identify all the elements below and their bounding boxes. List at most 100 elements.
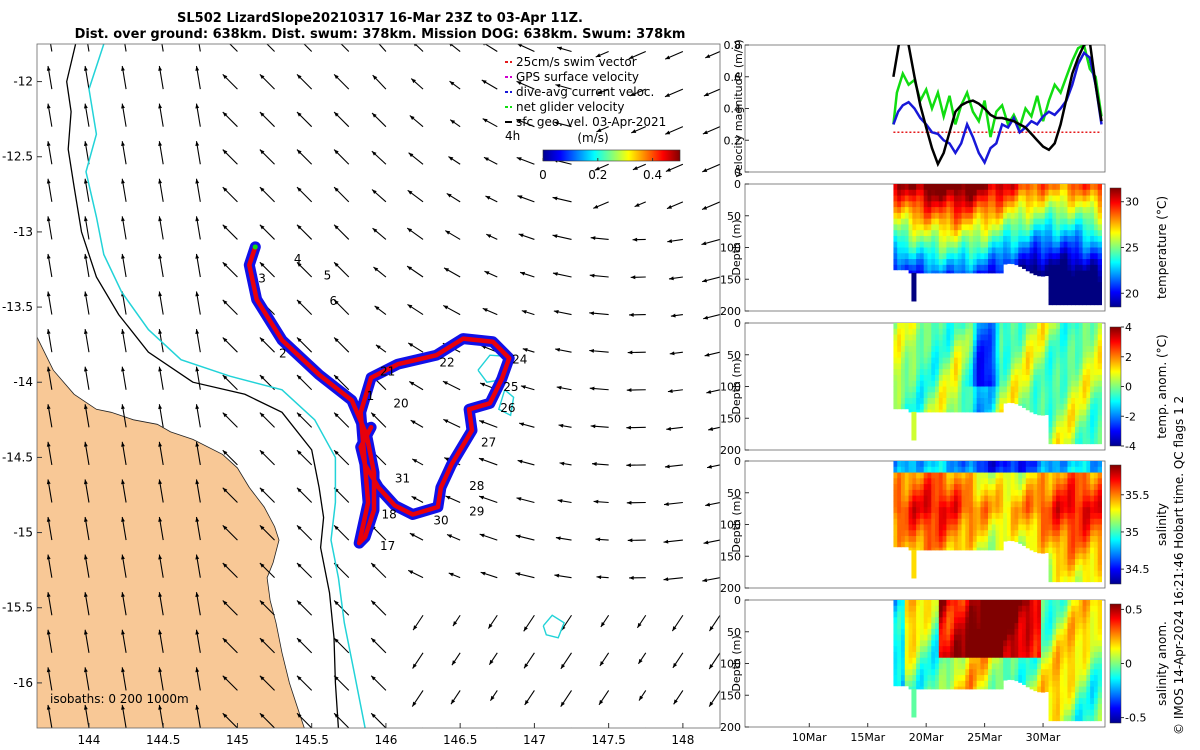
current-vector-head — [672, 662, 678, 668]
velocity-series — [892, 45, 1103, 168]
heatmap-cell — [1090, 646, 1095, 653]
heatmap-cell — [1018, 323, 1023, 330]
heatmap-cell — [1018, 611, 1023, 618]
heatmap-cell — [893, 518, 898, 525]
heatmap-cell — [980, 518, 985, 525]
heatmap-cell — [1010, 392, 1015, 399]
heatmap-cell — [999, 409, 1004, 413]
heatmap-cell — [893, 201, 898, 208]
heatmap-cell — [912, 600, 917, 607]
heatmap-cell — [1044, 628, 1050, 636]
heatmap-cell — [1090, 703, 1095, 711]
heatmap-cell — [1003, 369, 1008, 376]
heatmap-cell — [1086, 570, 1091, 577]
heatmap-cell — [1003, 501, 1008, 508]
heatmap-cell — [976, 259, 981, 266]
heatmap-cell — [1093, 559, 1099, 566]
heatmap-cell — [897, 363, 902, 370]
heatmap-cell — [1006, 646, 1012, 653]
heatmap-cell — [991, 663, 997, 670]
heatmap-cell — [1056, 403, 1061, 411]
heatmap-cell — [923, 224, 928, 231]
heatmap-cell — [1059, 340, 1065, 347]
x-tick-label: 146 — [374, 733, 397, 747]
heatmap-cell — [1097, 230, 1102, 237]
heatmap-cell — [1010, 207, 1015, 214]
heatmap-cell — [1003, 328, 1008, 336]
heatmap-cell — [1048, 374, 1053, 382]
heatmap-cell — [1056, 524, 1061, 531]
current-vector-head — [554, 573, 560, 578]
current-vector-head — [448, 572, 454, 577]
heatmap-cell — [976, 346, 981, 353]
heatmap-cell — [1029, 241, 1034, 248]
heatmap-cell — [1018, 380, 1023, 387]
heatmap-cell — [965, 512, 970, 520]
heatmap-cell — [923, 646, 928, 653]
heatmap-cell — [999, 386, 1004, 393]
current-vector-head — [637, 622, 642, 628]
y-tick-label: -14.5 — [2, 450, 33, 464]
heatmap-cell — [1048, 466, 1053, 474]
heatmap-cell — [953, 605, 959, 613]
heatmap-cell — [1063, 357, 1068, 364]
heatmap-cell — [1097, 241, 1102, 248]
heatmap-cell — [957, 640, 963, 647]
heatmap-cell — [1052, 675, 1057, 682]
heatmap-cell — [904, 495, 910, 502]
heatmap-cell — [1090, 617, 1095, 624]
heatmap-cell — [1037, 461, 1042, 468]
heatmap-cell — [1014, 392, 1019, 399]
heatmap-cell — [931, 675, 936, 682]
heatmap-cell — [1025, 218, 1031, 225]
heatmap-cell — [923, 605, 928, 613]
current-vector-head — [374, 305, 380, 311]
heatmap-cell — [919, 380, 925, 387]
heatmap-cell — [1090, 489, 1095, 497]
heatmap-cell — [1063, 282, 1068, 289]
heatmap-cell — [1090, 553, 1095, 560]
heatmap-cell — [1014, 386, 1019, 393]
heatmap-cell — [984, 466, 989, 474]
heatmap-cell — [1037, 357, 1042, 364]
heatmap-cell — [969, 518, 974, 525]
current-vector-head — [482, 118, 488, 123]
heatmap-cell — [1006, 663, 1012, 670]
current-vector — [198, 44, 201, 52]
heatmap-cell — [927, 323, 932, 330]
heatmap-cell — [1086, 536, 1091, 543]
heatmap-cell — [908, 218, 913, 225]
heatmap-cell — [935, 247, 940, 254]
heatmap-cell — [1018, 512, 1023, 520]
heatmap-cell — [1056, 530, 1061, 537]
heatmap-cell — [1078, 623, 1084, 630]
heatmap-cell — [1063, 421, 1068, 428]
heatmap-cell — [972, 224, 978, 231]
heatmap-cell — [1063, 224, 1068, 231]
heatmap-cell — [904, 489, 910, 497]
heatmap-cell — [965, 270, 970, 274]
heatmap-cell — [1010, 241, 1015, 248]
heatmap-cell — [999, 651, 1004, 659]
heatmap-cell — [912, 484, 917, 491]
heatmap-cell — [1063, 518, 1068, 525]
heatmap-cell — [1071, 634, 1076, 641]
heatmap-cell — [1052, 299, 1057, 306]
heatmap-cell — [912, 541, 917, 549]
heatmap-cell — [972, 247, 978, 254]
current-vector-head — [516, 157, 522, 161]
current-vector-head — [669, 276, 674, 281]
heatmap-cell — [1018, 328, 1023, 336]
current-vector-head — [705, 502, 711, 507]
current-vector-head — [667, 389, 673, 393]
heatmap-cell — [1003, 195, 1008, 202]
heatmap-cell — [1086, 323, 1091, 330]
heatmap-cell — [923, 259, 928, 266]
heatmap-cell — [991, 253, 997, 260]
heatmap-cell — [1048, 195, 1053, 202]
heatmap-cell — [953, 201, 959, 208]
heatmap-cell — [1097, 541, 1102, 549]
heatmap-cell — [1086, 195, 1091, 202]
heatmap-cell — [908, 461, 913, 468]
heatmap-cell — [988, 207, 993, 214]
